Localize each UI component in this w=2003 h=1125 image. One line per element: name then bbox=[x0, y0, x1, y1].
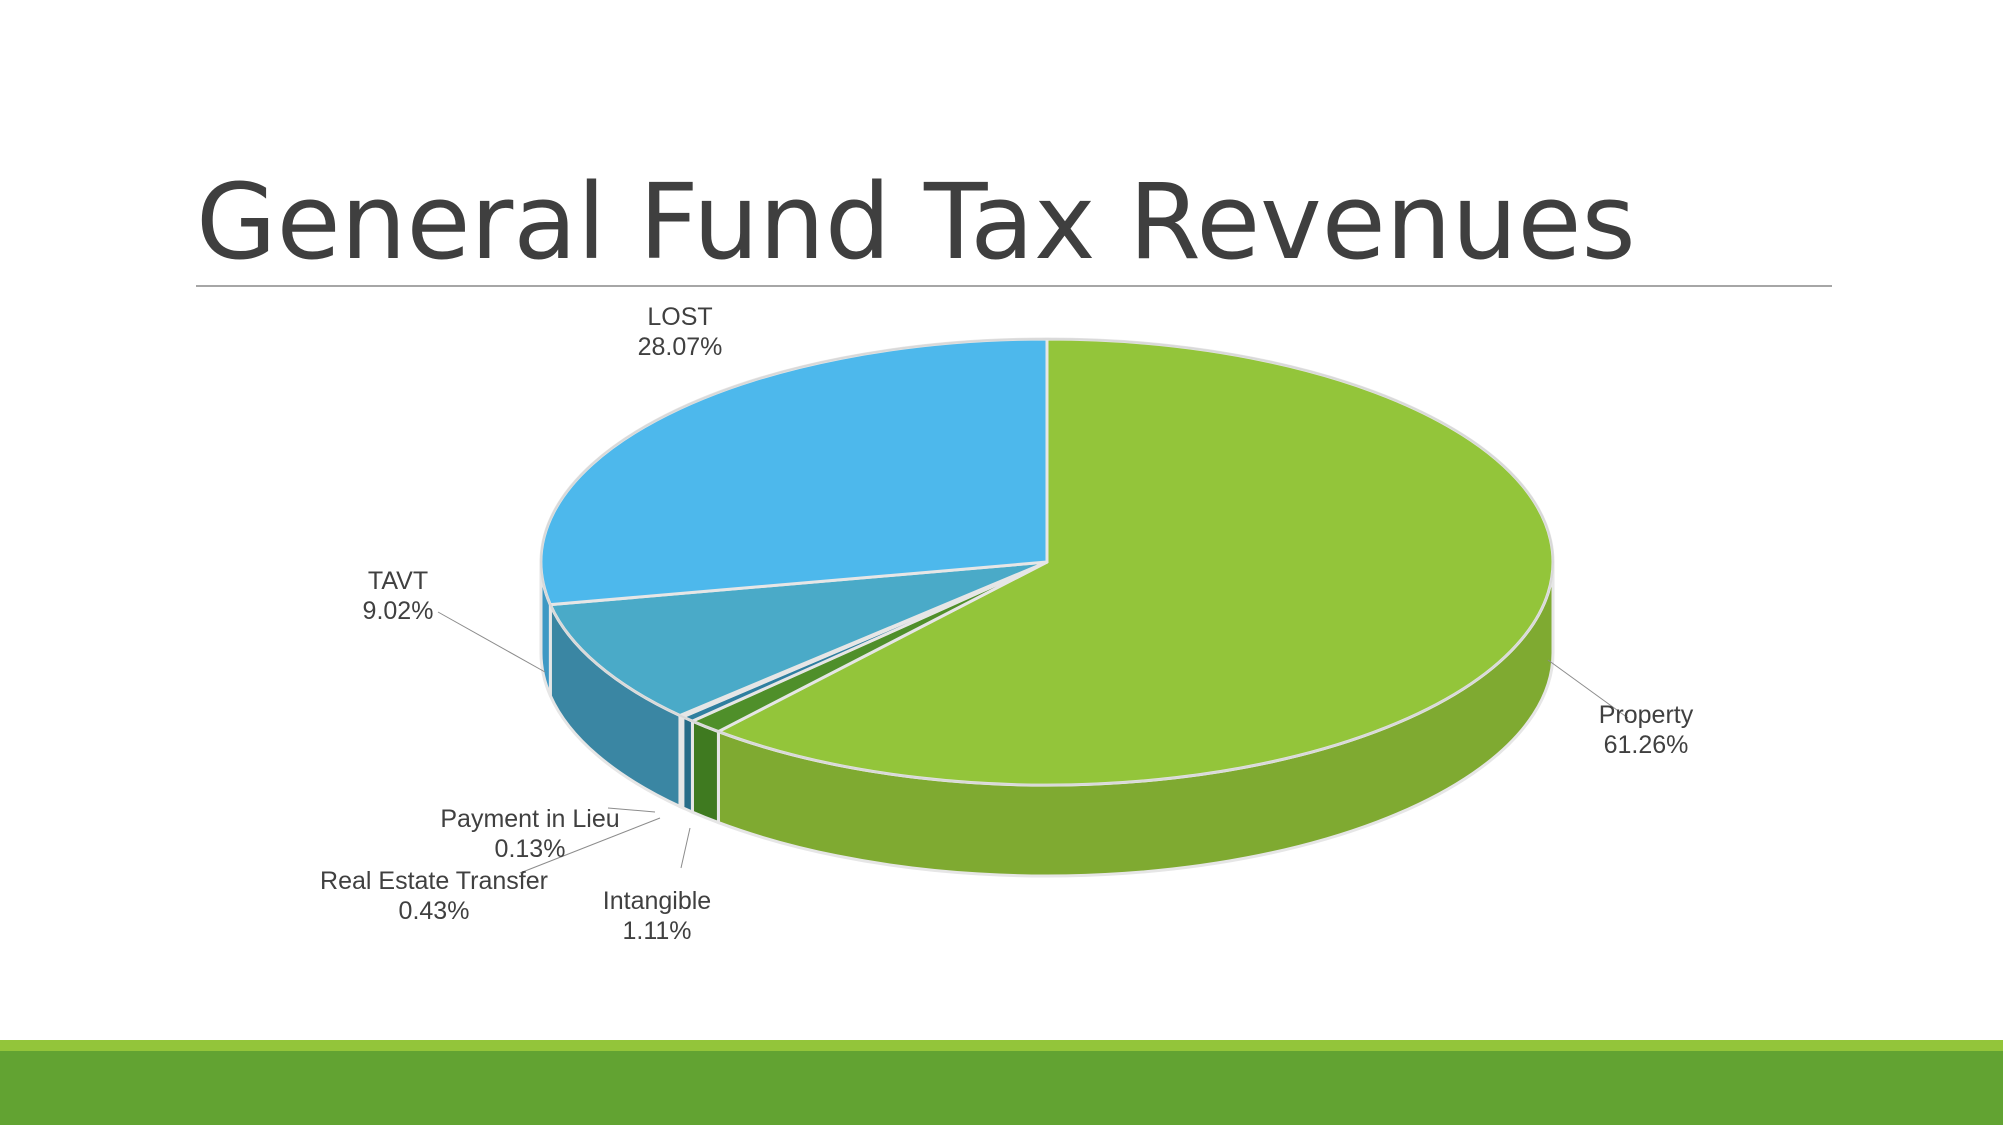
data-label-value-real-estate-transfer: 0.43% bbox=[399, 897, 470, 925]
leader-line-payment-in-lieu bbox=[607, 807, 656, 813]
data-label-value-property: 61.26% bbox=[1604, 731, 1689, 759]
data-label-name-real-estate-transfer: Real Estate Transfer bbox=[320, 867, 548, 895]
data-label-value-lost: 28.07% bbox=[638, 333, 723, 361]
leader-line-tavt bbox=[437, 611, 546, 673]
pie-slice-lost bbox=[539, 337, 1049, 607]
footer-accent-stripe bbox=[0, 1040, 2003, 1051]
leader-line-real-estate-transfer bbox=[519, 817, 661, 874]
leader-line-intangible bbox=[680, 827, 691, 869]
data-label-name-property: Property bbox=[1599, 701, 1694, 729]
data-label-name-intangible: Intangible bbox=[603, 887, 711, 915]
data-label-name-tavt: TAVT bbox=[368, 567, 428, 595]
title-divider bbox=[196, 285, 1832, 287]
data-label-value-intangible: 1.11% bbox=[622, 917, 691, 945]
page-title: General Fund Tax Revenues bbox=[196, 161, 1636, 283]
data-label-name-lost: LOST bbox=[647, 303, 712, 331]
data-label-name-payment-in-lieu: Payment in Lieu bbox=[440, 805, 619, 833]
leader-line-property bbox=[1547, 659, 1629, 719]
pie-rim bbox=[540, 338, 1554, 786]
pie-side-intangible bbox=[690, 718, 720, 825]
data-label-value-tavt: 9.02% bbox=[363, 597, 434, 625]
footer-band bbox=[0, 1051, 2003, 1125]
data-label-value-payment-in-lieu: 0.13% bbox=[495, 835, 566, 863]
